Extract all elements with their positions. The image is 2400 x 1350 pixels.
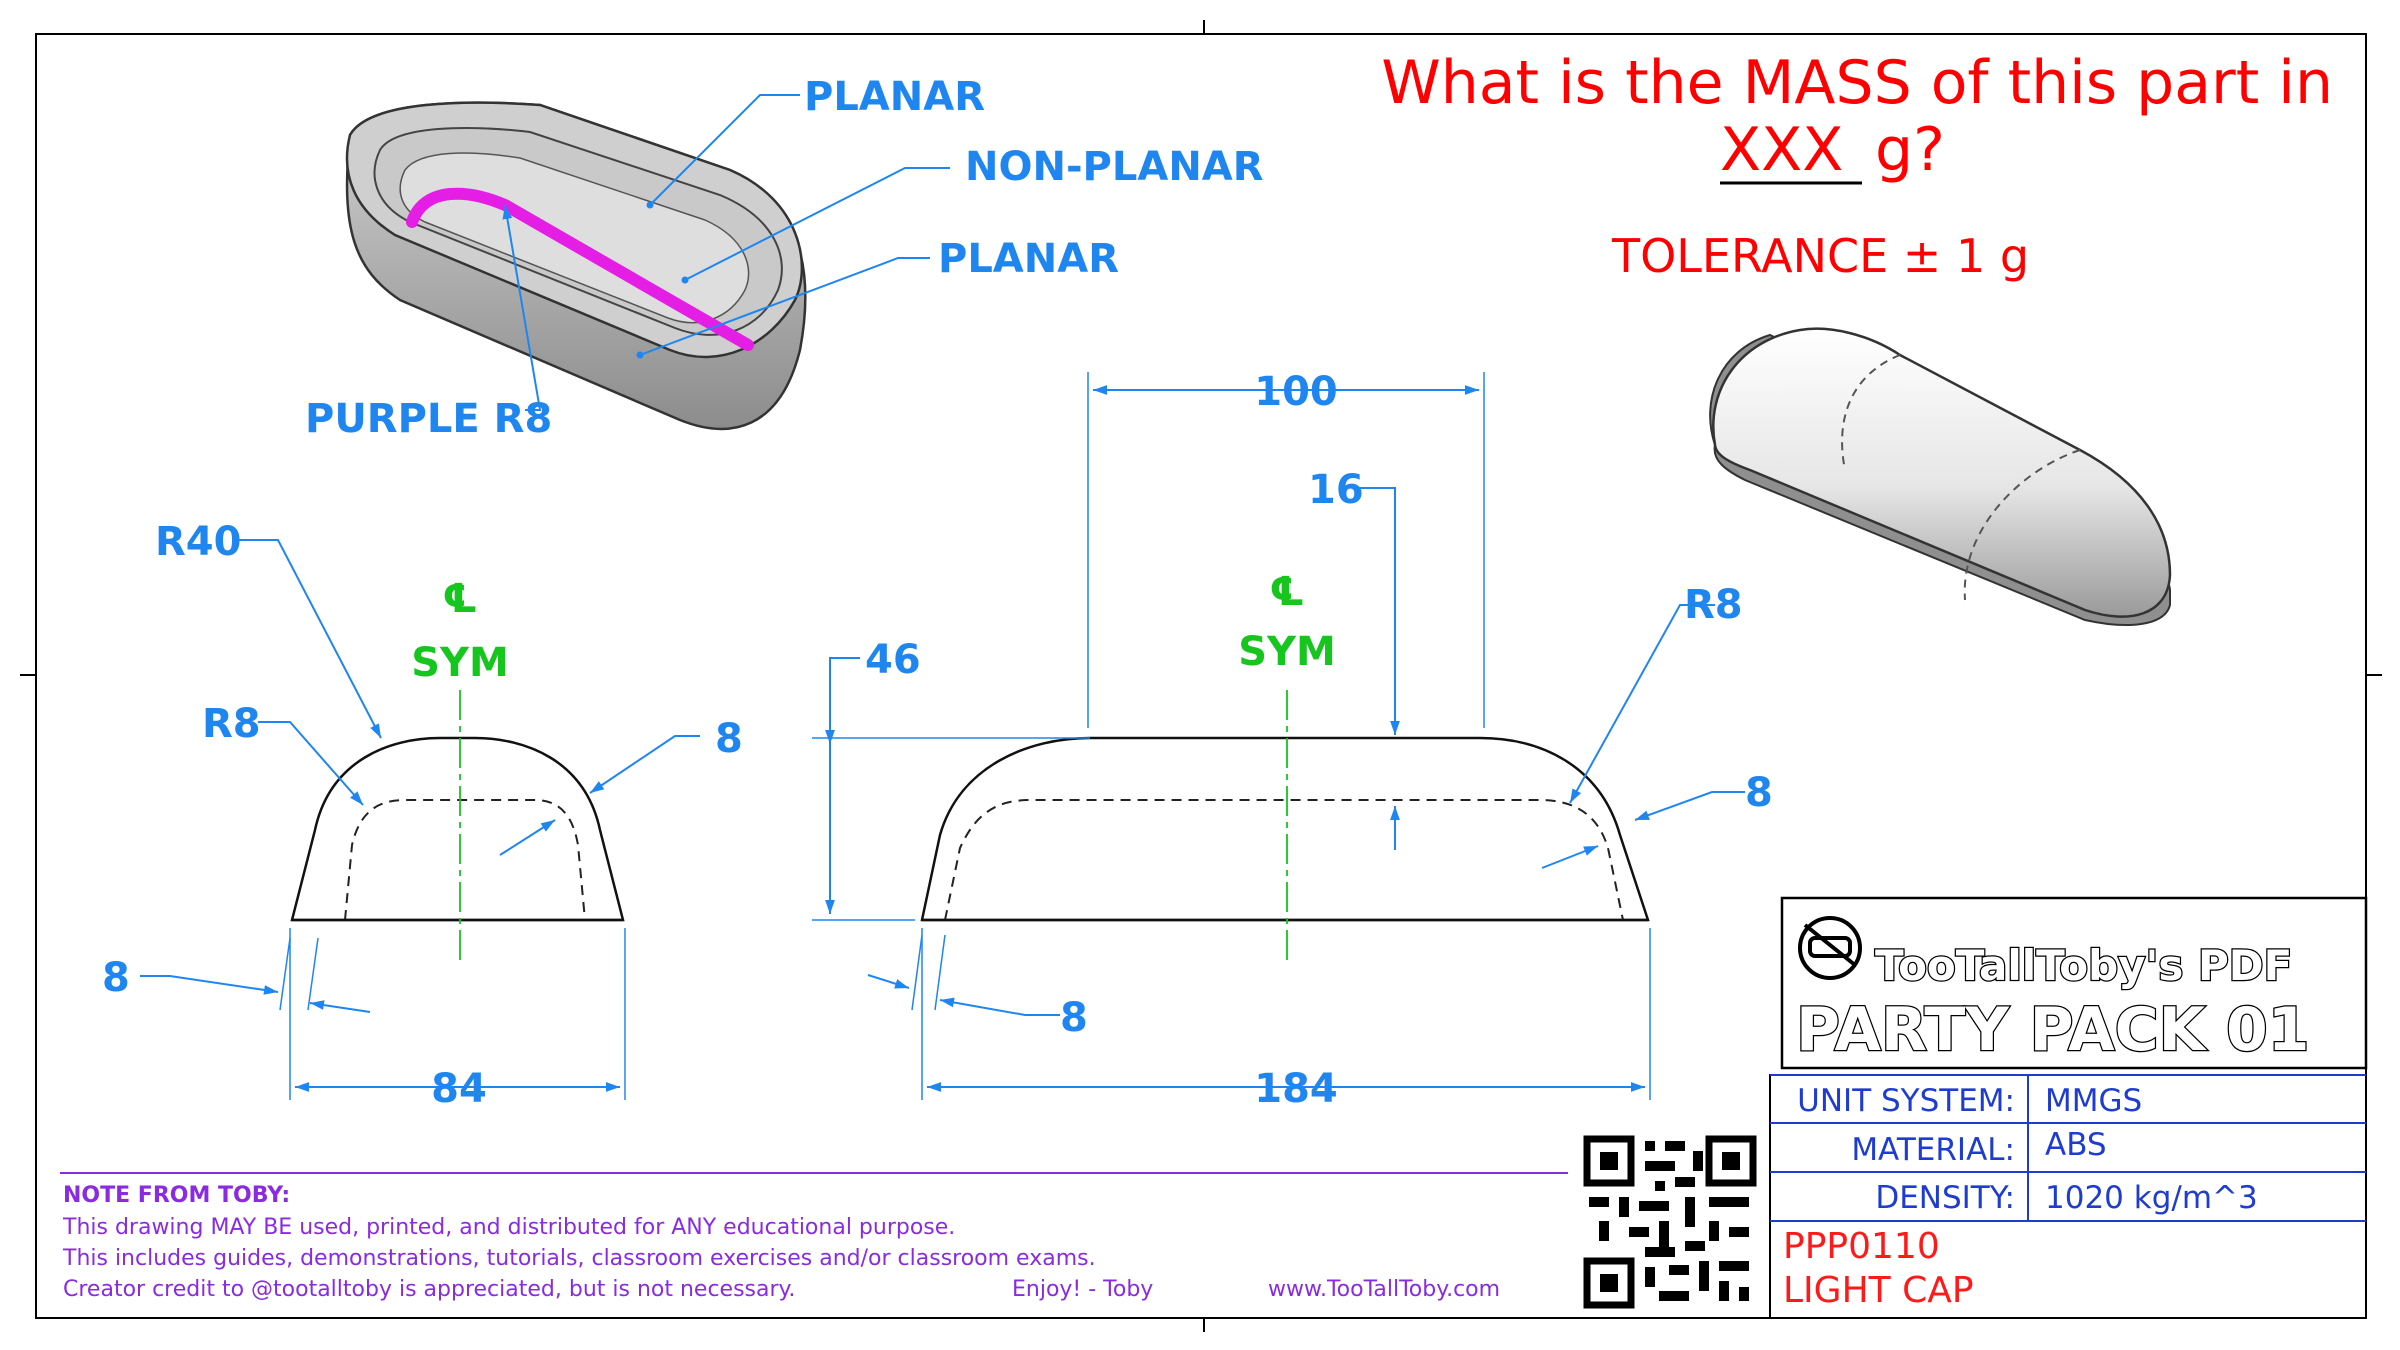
iso-cap-view xyxy=(1709,327,2172,626)
tolerance-text: TOLERANCE ± 1 g xyxy=(1611,229,2029,283)
purple-sweep-edge xyxy=(406,187,754,351)
front-width-label: 84 xyxy=(431,1066,487,1112)
side-view xyxy=(920,690,1650,965)
callout-purple-r8: PURPLE R8 xyxy=(305,396,552,442)
front-r8-label: R8 xyxy=(202,701,261,747)
material-label: MATERIAL: xyxy=(1851,1132,2015,1168)
note-website: www.TooTallToby.com xyxy=(1268,1277,1500,1302)
front-thk-right-label: 8 xyxy=(715,716,743,762)
side-sym-label: SYM xyxy=(1238,629,1336,675)
side-length-100-label: 100 xyxy=(1254,369,1338,415)
callout-non-planar: NON-PLANAR xyxy=(965,144,1264,190)
qr-code xyxy=(1583,1135,1757,1309)
front-cl-symbol: ℄ xyxy=(442,576,478,622)
note-signoff: Enjoy! - Toby xyxy=(1012,1277,1153,1302)
note-line-2: This includes guides, demonstrations, tu… xyxy=(62,1246,1096,1271)
side-wall-16-label: 16 xyxy=(1308,467,1364,513)
callout-planar-bottom: PLANAR xyxy=(938,236,1119,282)
iso-tray-view xyxy=(345,101,807,431)
material-value: ABS xyxy=(2045,1127,2107,1163)
unit-system-value: MMGS xyxy=(2045,1083,2142,1119)
party-pack-title: PARTY PACK 01 xyxy=(1796,995,2310,1065)
front-r40-label: R40 xyxy=(155,519,241,565)
front-dimensions xyxy=(140,539,700,1100)
front-thk-left-label: 8 xyxy=(102,955,130,1001)
side-thk-right-label: 8 xyxy=(1745,770,1773,816)
side-height-46-label: 46 xyxy=(865,637,921,683)
density-label: DENSITY: xyxy=(1875,1180,2015,1216)
question-placeholder: XXX xyxy=(1720,115,1843,185)
side-dimensions xyxy=(812,372,1745,1100)
callout-planar-top: PLANAR xyxy=(804,74,985,120)
brand-logo-icon xyxy=(1798,916,1862,980)
side-cl-symbol: ℄ xyxy=(1269,569,1305,615)
density-value: 1020 kg/m^3 xyxy=(2045,1180,2258,1216)
part-number: PPP0110 xyxy=(1783,1226,1940,1267)
front-view xyxy=(290,690,625,960)
note-line-3: Creator credit to @tootalltoby is apprec… xyxy=(63,1277,795,1302)
iso-callouts: PLANAR NON-PLANAR PLANAR PURPLE R8 xyxy=(305,74,1264,442)
side-thk-bottom-label: 8 xyxy=(1060,995,1088,1041)
question-unit: g? xyxy=(1875,115,1945,185)
note-line-1: This drawing MAY BE used, printed, and d… xyxy=(62,1215,955,1240)
side-length-184-label: 184 xyxy=(1254,1066,1338,1112)
front-sym-label: SYM xyxy=(411,640,509,686)
unit-system-label: UNIT SYSTEM: xyxy=(1797,1083,2015,1119)
side-r8-label: R8 xyxy=(1684,582,1743,628)
question-line1: What is the MASS of this part in xyxy=(1381,48,2333,118)
title-block: TooTallToby's PDF PARTY PACK 01 xyxy=(1769,896,2368,1319)
part-name: LIGHT CAP xyxy=(1783,1270,1974,1311)
brand-name: TooTallToby's PDF xyxy=(1875,941,2292,990)
note-heading: NOTE FROM TOBY: xyxy=(63,1183,290,1208)
